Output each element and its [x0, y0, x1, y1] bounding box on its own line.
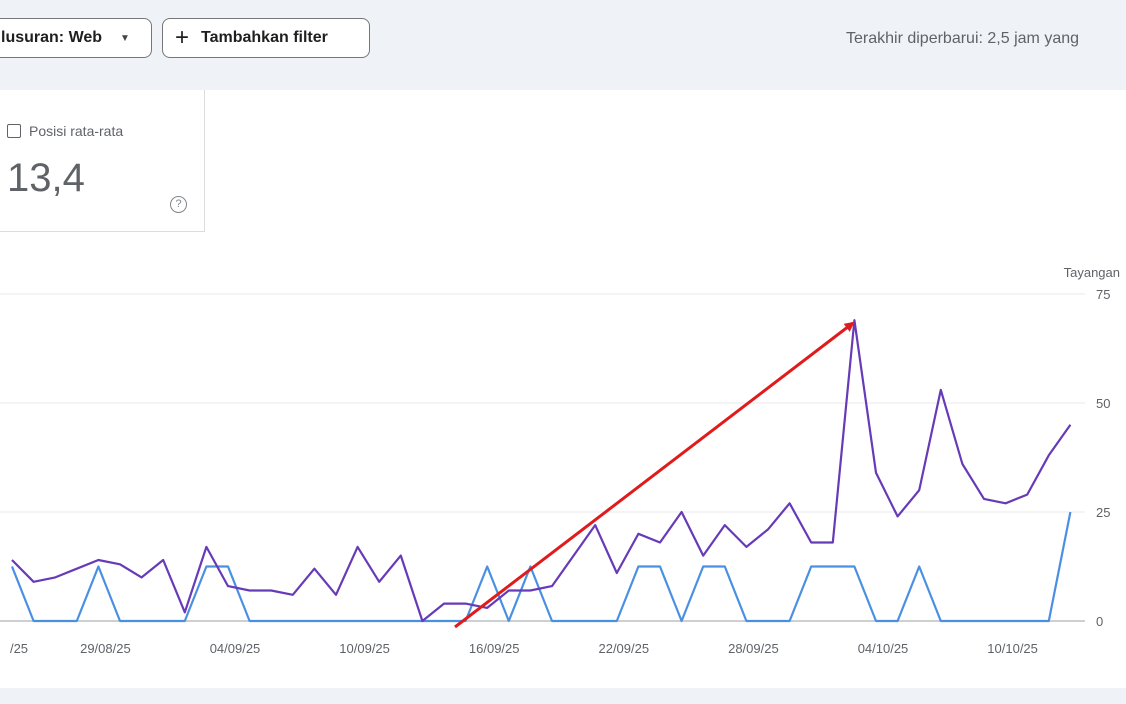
x-tick-label: 04/10/25 [858, 641, 909, 656]
x-tick-label: 16/09/25 [469, 641, 520, 656]
metric-checkbox[interactable] [7, 124, 21, 138]
x-tick-label: 22/09/25 [598, 641, 649, 656]
y-tick-label: 0 [1096, 614, 1103, 629]
x-tick-label: 10/09/25 [339, 641, 390, 656]
search-type-label: lusuran: Web [1, 29, 103, 46]
x-tick-label: 28/09/25 [728, 641, 779, 656]
plus-icon: + [175, 24, 190, 51]
add-filter-label: Tambahkan filter [201, 29, 328, 46]
last-updated-text: Terakhir diperbarui: 2,5 jam yang [846, 30, 1080, 47]
y-tick-label: 25 [1096, 505, 1110, 520]
series-line-purple [11, 319, 1072, 623]
y-axis-label: Tayangan [1064, 265, 1120, 280]
metric-value: 13,4 [7, 156, 85, 200]
red-arrow-annotation [454, 321, 855, 629]
x-tick-label: 04/09/25 [210, 641, 261, 656]
x-tick-label: /25 [10, 641, 28, 656]
y-tick-label: 50 [1096, 396, 1110, 411]
series-line-blue [10, 511, 1072, 623]
caret-down-icon: ▼ [120, 32, 130, 44]
metric-label: Posisi rata-rata [29, 123, 124, 139]
help-icon[interactable]: ? [170, 196, 187, 213]
bottom-band [0, 688, 1126, 704]
x-tick-label: 10/10/25 [987, 641, 1038, 656]
metric-card-average-position[interactable]: Posisi rata-rata 13,4 ? [0, 90, 205, 232]
y-tick-label: 75 [1096, 287, 1110, 302]
search-type-dropdown[interactable]: lusuran: Web ▼ [0, 18, 152, 58]
x-tick-label: 29/08/25 [80, 641, 131, 656]
add-filter-button[interactable]: + Tambahkan filter [162, 18, 370, 58]
